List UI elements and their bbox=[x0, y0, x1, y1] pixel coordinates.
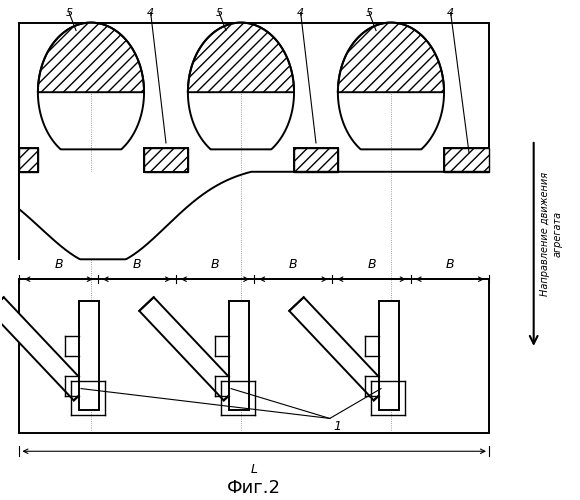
Text: B: B bbox=[289, 258, 298, 271]
Polygon shape bbox=[139, 297, 238, 401]
Text: 4: 4 bbox=[147, 8, 154, 18]
Polygon shape bbox=[294, 148, 338, 172]
Text: 5: 5 bbox=[365, 8, 372, 18]
Text: B: B bbox=[211, 258, 219, 271]
Text: 5: 5 bbox=[216, 8, 223, 18]
Polygon shape bbox=[20, 172, 489, 260]
Polygon shape bbox=[229, 301, 249, 410]
Polygon shape bbox=[289, 297, 388, 401]
Polygon shape bbox=[38, 22, 144, 92]
Text: B: B bbox=[55, 258, 63, 271]
Text: B: B bbox=[367, 258, 376, 271]
Polygon shape bbox=[0, 297, 88, 401]
Polygon shape bbox=[144, 148, 188, 172]
Polygon shape bbox=[188, 22, 294, 92]
Polygon shape bbox=[444, 148, 489, 172]
Text: 4: 4 bbox=[297, 8, 304, 18]
Text: 4: 4 bbox=[447, 8, 454, 18]
Text: 5: 5 bbox=[66, 8, 72, 18]
Polygon shape bbox=[338, 22, 444, 92]
Polygon shape bbox=[20, 148, 38, 172]
Text: B: B bbox=[445, 258, 454, 271]
Polygon shape bbox=[379, 301, 399, 410]
Text: B: B bbox=[132, 258, 141, 271]
Text: 1: 1 bbox=[334, 420, 342, 433]
Polygon shape bbox=[79, 301, 99, 410]
Text: Фиг.2: Фиг.2 bbox=[227, 479, 281, 497]
Text: Направление движения
агрегата: Направление движения агрегата bbox=[541, 172, 563, 296]
Text: L: L bbox=[251, 463, 258, 476]
